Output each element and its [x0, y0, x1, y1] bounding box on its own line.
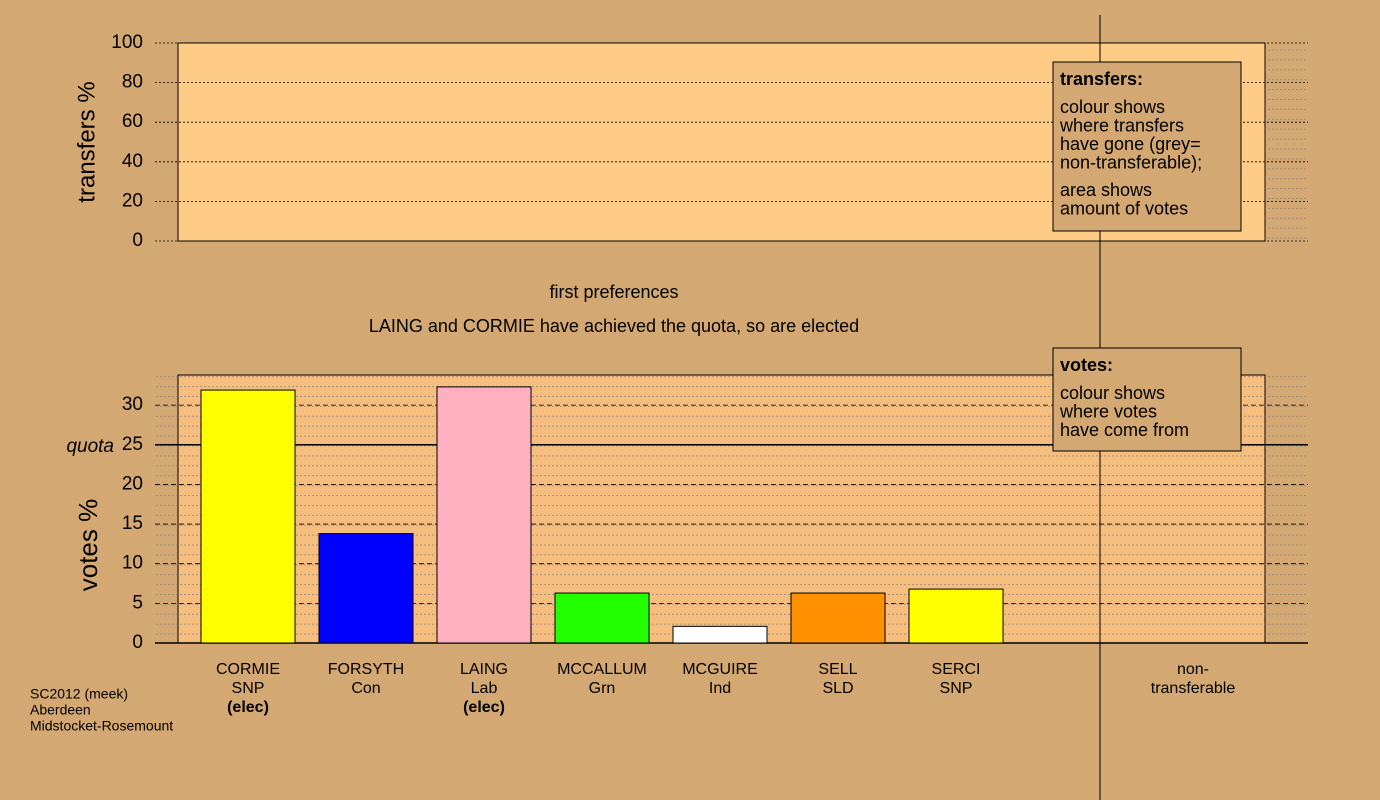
bar	[790, 592, 886, 644]
footer: SC2012 (meek)	[30, 686, 128, 702]
bar	[436, 386, 532, 644]
x-tick-label: SNP	[232, 680, 265, 697]
x-tick-label: SERCI	[932, 661, 981, 678]
footer: Midstocket-Rosemount	[30, 718, 173, 734]
bar	[200, 389, 296, 644]
legend-text: colour shows	[1060, 383, 1165, 403]
y-tick-label: 40	[122, 151, 143, 172]
legend-text: where transfers	[1059, 115, 1184, 135]
x-tick-label: SLD	[822, 680, 853, 697]
legend-box	[1052, 61, 1242, 232]
legend-text: have gone (grey=	[1060, 134, 1201, 154]
legend-title: votes:	[1060, 355, 1113, 375]
x-tick-label: Ind	[709, 680, 731, 697]
y-tick-label: 5	[132, 592, 143, 613]
y-axis-label: transfers %	[73, 81, 100, 202]
subtitle: LAING and CORMIE have achieved the quota…	[369, 316, 859, 336]
x-tick-label: Grn	[589, 680, 616, 697]
legend-text: area shows	[1060, 180, 1152, 200]
title: first preferences	[549, 282, 678, 302]
bar	[672, 625, 768, 644]
x-tick-label: Con	[351, 680, 380, 697]
y-tick-label: 10	[122, 553, 143, 574]
x-tick-label: MCGUIRE	[682, 661, 758, 678]
y-tick-label: 0	[132, 632, 143, 653]
legend-text: colour shows	[1060, 97, 1165, 117]
x-tick-label: transferable	[1151, 680, 1236, 697]
top-grid-decor	[1265, 43, 1308, 241]
legend-text: amount of votes	[1060, 198, 1188, 218]
x-tick-label: SELL	[818, 661, 857, 678]
footer: Aberdeen	[30, 702, 91, 718]
x-tick-label: MCCALLUM	[557, 661, 647, 678]
legend-text: have come from	[1060, 420, 1189, 440]
elected-note: (elec)	[227, 699, 269, 716]
quota-label: quota	[66, 436, 114, 457]
x-tick-label: Lab	[471, 680, 498, 697]
y-tick-label: 60	[122, 111, 143, 132]
y-tick-label: 100	[111, 32, 143, 53]
x-tick-label: CORMIE	[216, 661, 280, 678]
x-tick-label: LAING	[460, 661, 508, 678]
legend-title: transfers:	[1060, 69, 1143, 89]
y-tick-label: 20	[122, 473, 143, 494]
legend-text: where votes	[1059, 401, 1157, 421]
bar	[554, 592, 650, 644]
y-tick-label: 30	[122, 394, 143, 415]
elected-note: (elec)	[463, 699, 505, 716]
y-tick-label: 20	[122, 190, 143, 211]
legend-text: non-transferable);	[1060, 152, 1202, 172]
y-tick-label: 25	[122, 434, 143, 455]
y-axis-label: votes %	[73, 499, 103, 592]
legend-box	[1052, 347, 1242, 452]
x-tick-label: FORSYTH	[328, 661, 404, 678]
x-tick-label: non-	[1177, 661, 1209, 678]
x-tick-label: SNP	[940, 680, 973, 697]
y-tick-label: 0	[132, 230, 143, 251]
bar	[318, 533, 414, 644]
y-tick-label: 15	[122, 513, 143, 534]
y-tick-label: 80	[122, 72, 143, 93]
bar	[908, 588, 1004, 644]
